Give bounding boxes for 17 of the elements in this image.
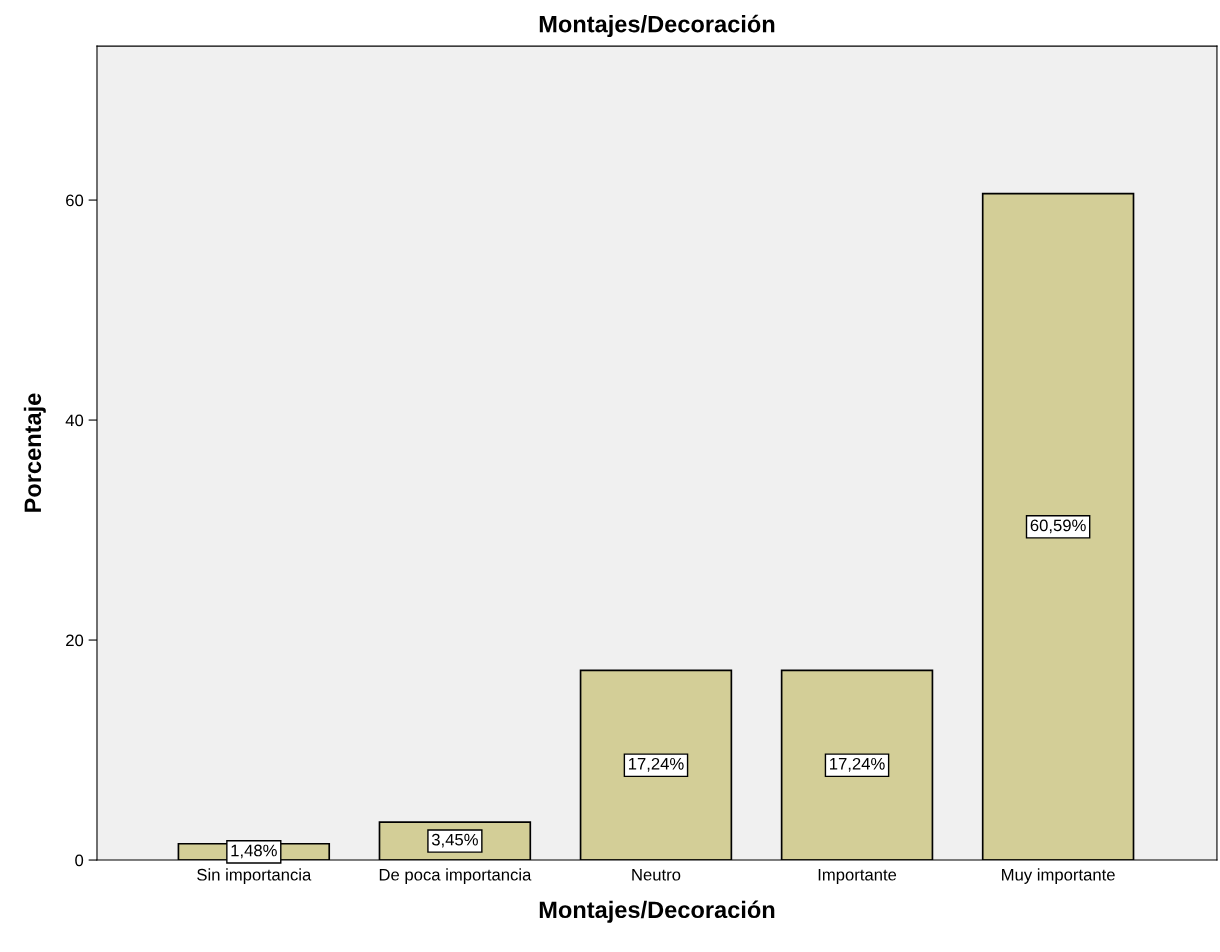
data-label: 1,48%	[231, 844, 277, 859]
chart-title: Montajes/Decoración	[539, 14, 775, 38]
x-tick-label: De poca importancia	[379, 868, 532, 884]
data-label: 60,59%	[1030, 519, 1086, 534]
data-label: 3,45%	[431, 833, 478, 848]
x-axis-title: Montajes/Decoración	[539, 900, 775, 923]
y-tick-label: 20	[66, 634, 84, 647]
x-tick-label: Sin importancia	[197, 868, 312, 884]
x-tick-label: Importante	[818, 868, 897, 884]
y-axis-title: Porcentaje	[23, 393, 46, 512]
x-tick-label: Neutro	[632, 868, 681, 881]
data-label: 17,24%	[830, 757, 885, 772]
y-tick-label: 60	[66, 194, 84, 207]
y-tick-label: 40	[65, 414, 84, 427]
y-tick-label: 0	[75, 854, 84, 867]
x-tick-label: Muy importante	[1002, 868, 1115, 884]
data-label: 17,24%	[628, 757, 684, 772]
